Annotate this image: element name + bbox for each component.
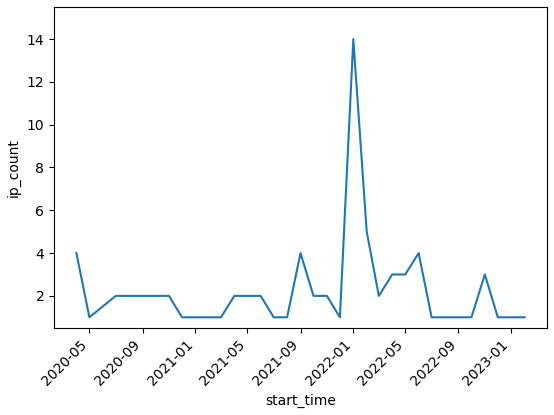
X-axis label: start_time: start_time [265,394,336,408]
Y-axis label: ip_count: ip_count [7,138,21,197]
